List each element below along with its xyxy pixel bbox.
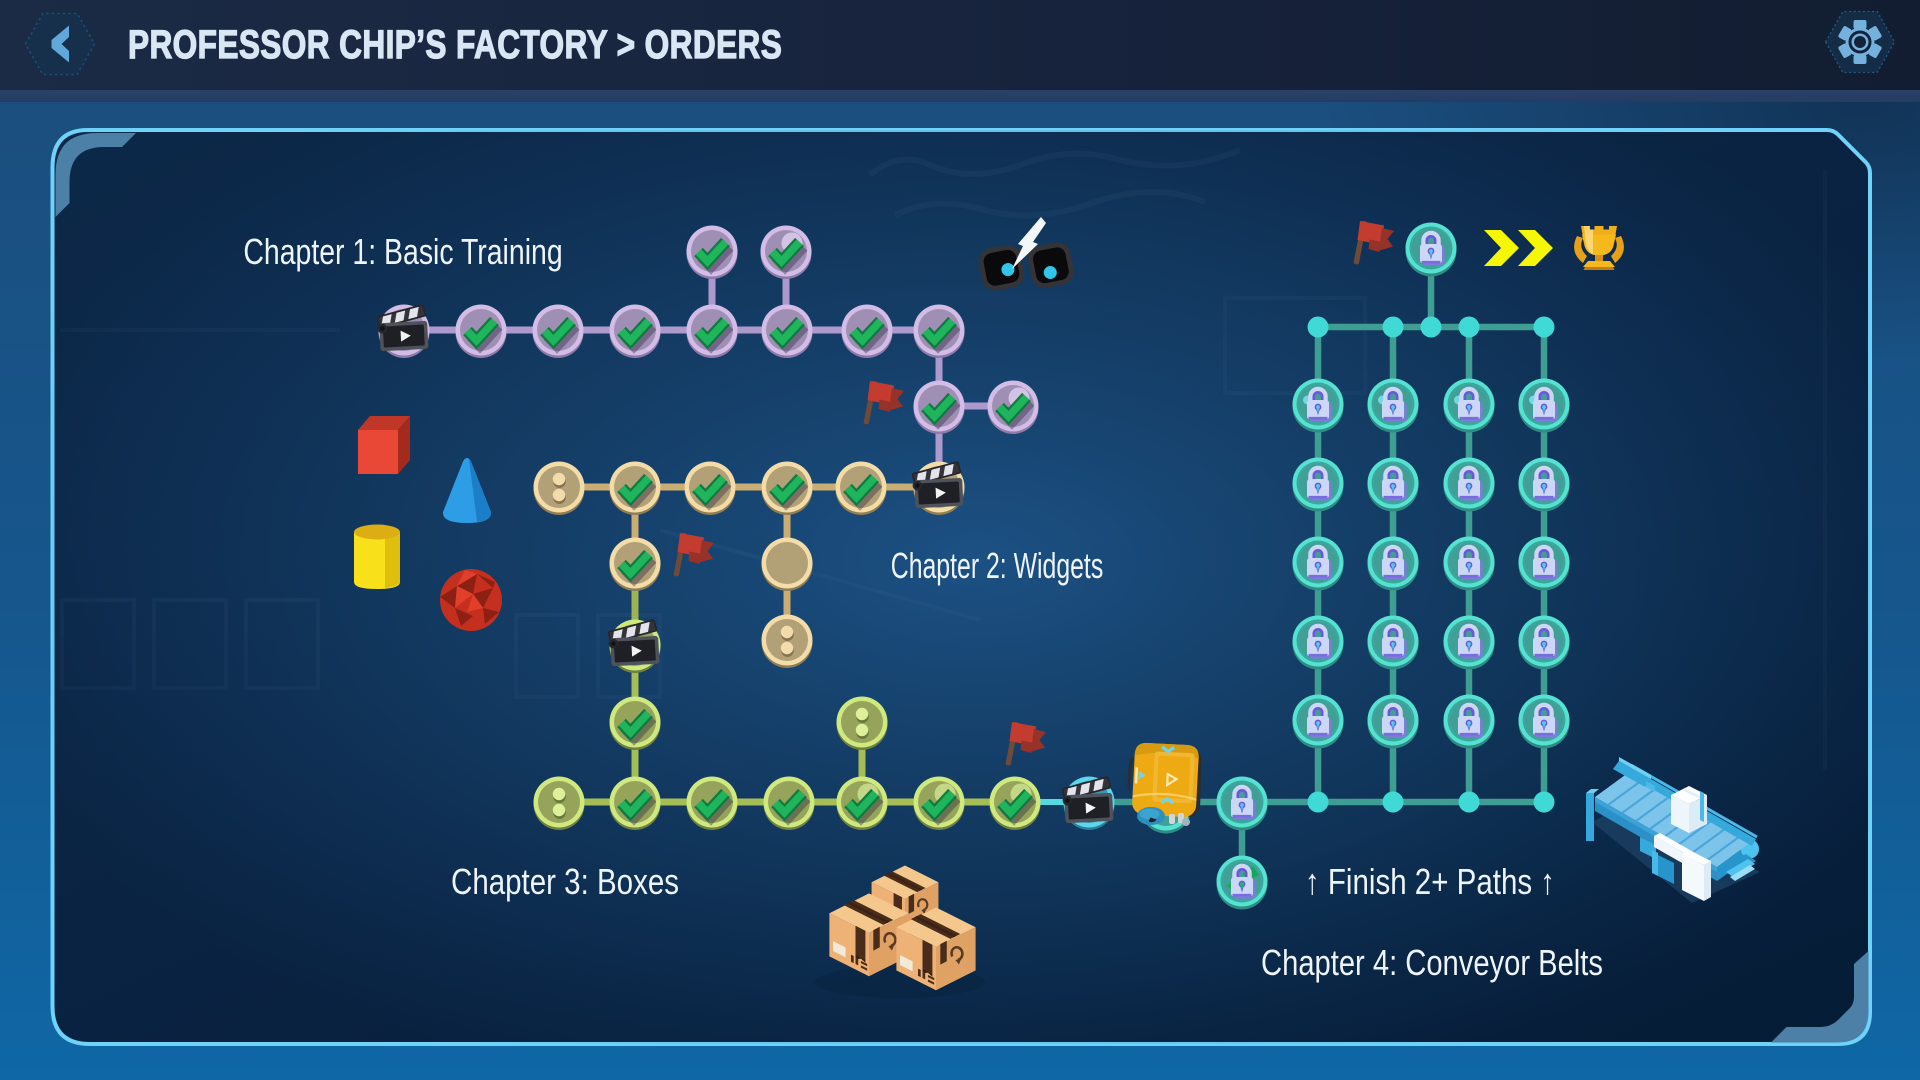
svg-text:Chapter 4: Conveyor Belts: Chapter 4: Conveyor Belts	[1261, 942, 1603, 983]
svg-text:Chapter 2: Widgets: Chapter 2: Widgets	[891, 545, 1103, 586]
svg-text:Chapter 1: Basic Training: Chapter 1: Basic Training	[243, 232, 562, 272]
svg-text:↑ Finish 2+ Paths ↑: ↑ Finish 2+ Paths ↑	[1305, 861, 1555, 901]
svg-text:Chapter 3: Boxes: Chapter 3: Boxes	[451, 861, 679, 901]
